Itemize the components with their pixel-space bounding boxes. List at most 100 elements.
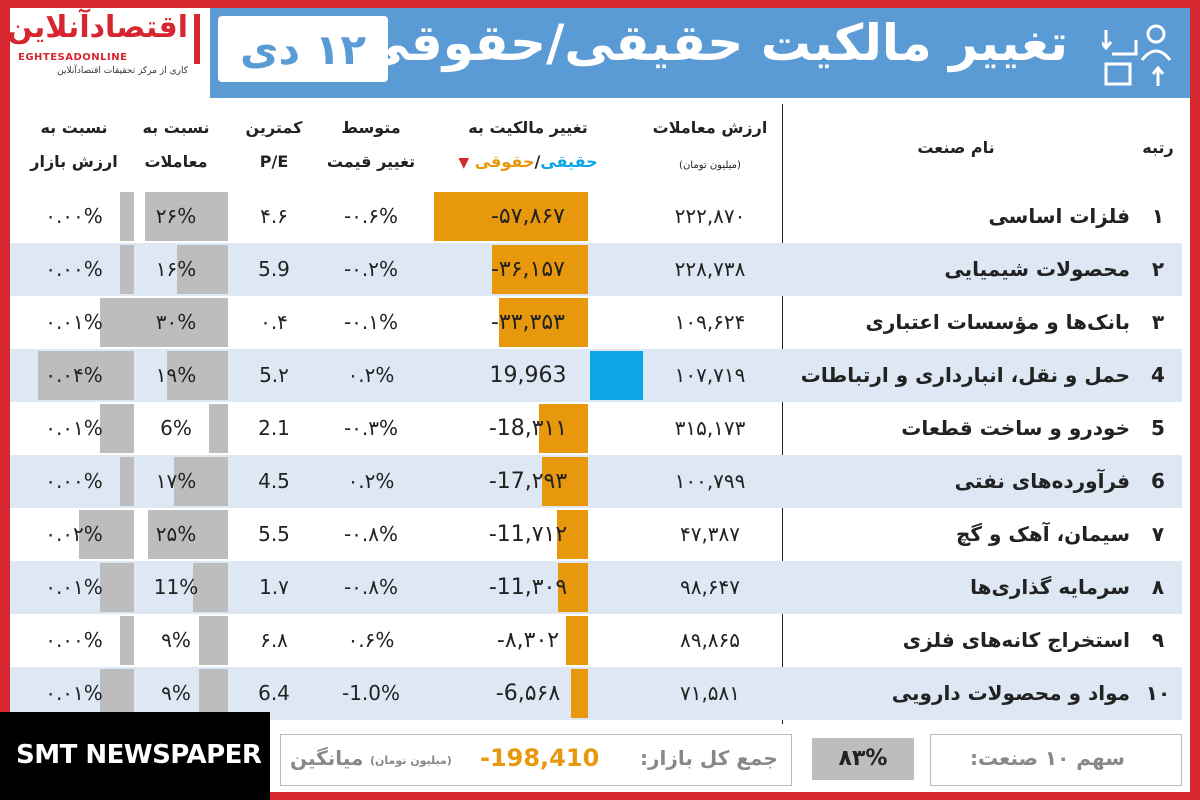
row-rank: ۹ <box>1151 628 1165 652</box>
industry-name: مواد و محصولات دارویی <box>891 681 1130 705</box>
market-ratio-bar <box>99 404 134 453</box>
market-ratio-bar <box>120 457 134 506</box>
min-pe: 5.9 <box>258 257 290 281</box>
ownership-change-bar <box>434 192 588 241</box>
market-ratio: ۰.۰۲% <box>45 522 103 546</box>
ownership-change: -17,۲۹۳ <box>488 469 568 494</box>
market-ratio: ۰.۰۰% <box>45 469 103 493</box>
trade-value: ۲۲۸,۷۳۸ <box>674 257 746 281</box>
col-change: تغییر مالکیت به حقیقی/حقوقی ▼ <box>458 118 598 171</box>
ownership-change-bar <box>565 616 588 665</box>
min-pe: 6.4 <box>258 681 290 705</box>
trade-value: ۲۲۲,۸۷۰ <box>674 204 746 228</box>
market-ratio-bar <box>99 563 134 612</box>
total-label: جمع کل بازار: <box>640 746 778 770</box>
price-change: -۰.۱% <box>343 310 399 334</box>
industry-name: فرآورده‌های نفتی <box>954 469 1130 493</box>
industry-name: سرمایه گذاری‌ها <box>970 575 1130 599</box>
ownership-change-bar <box>491 245 588 294</box>
trade-ratio: ۲۵% <box>155 522 197 546</box>
price-change: -۰.۲% <box>343 257 399 281</box>
trade-ratio: ۱۹% <box>155 363 197 387</box>
ownership-change-bar <box>539 404 588 453</box>
ownership-change: -6,۵۶۸ <box>495 681 561 706</box>
logo-fa: اقتصادآنلاین <box>7 10 188 45</box>
trade-value: ۱۰۹,۶۲۴ <box>674 310 746 334</box>
trade-ratio-bar <box>192 563 228 612</box>
row-rank: ۸ <box>1151 575 1165 599</box>
min-pe: 5.5 <box>258 522 290 546</box>
trade-value: ۹۸,۶۴۷ <box>679 575 741 599</box>
market-ratio: ۰.۰۱% <box>45 310 103 334</box>
trade-ratio-bar <box>199 669 228 718</box>
table-row: ۳ بانک‌ها و مؤسسات اعتباری ۱۰۹,۶۲۴ -۳۳,۳۵۳ -… <box>10 296 1182 349</box>
trade-ratio: ۱۷% <box>155 469 197 493</box>
ownership-change-bar <box>570 669 588 718</box>
ownership-change: -۵۷,۸۶۷ <box>490 204 565 229</box>
ownership-change-bar <box>557 563 588 612</box>
divider <box>782 104 783 724</box>
market-ratio: ۰.۰۱% <box>45 416 103 440</box>
min-pe: 5.۲ <box>259 363 289 387</box>
price-change: ۰.۲% <box>347 363 395 387</box>
share-box-frame <box>930 734 1182 786</box>
table-row: 5 خودرو و ساخت قطعات ۳۱۵,۱۷۳ -18,۳۱۱ -۰.۳% 2.… <box>10 402 1182 455</box>
trade-ratio-bar <box>148 510 228 559</box>
market-ratio-bar <box>99 298 134 347</box>
trade-ratio-bar <box>208 404 228 453</box>
row-rank: 6 <box>1151 469 1165 493</box>
trade-ratio-bar <box>167 351 228 400</box>
market-ratio: ۰.۰۱% <box>45 681 103 705</box>
ownership-change: -۳۳,۳۵۳ <box>490 310 565 335</box>
min-pe: 1.۷ <box>259 575 289 599</box>
industry-name: بانک‌ها و مؤسسات اعتباری <box>865 310 1130 334</box>
price-change: -۰.۶% <box>343 204 399 228</box>
ownership-transfer-icon <box>1102 24 1172 86</box>
row-rank: 5 <box>1151 416 1165 440</box>
col-market: نسبت به ارزش بازار <box>30 118 118 171</box>
ownership-change: -11,۳۰۹ <box>488 575 568 600</box>
market-ratio-bar <box>79 510 134 559</box>
market-ratio: ۰.۰۱% <box>45 575 103 599</box>
ownership-change: -18,۳۱۱ <box>488 416 568 441</box>
logo-sub: کاری از مرکز تحقیقات اقتصادآنلاین <box>57 66 188 76</box>
total-value: -198,410 <box>480 744 600 772</box>
row-rank: ۱ <box>1151 204 1165 228</box>
triangle-down-icon: ▼ <box>458 155 470 171</box>
row-rank: 4 <box>1151 363 1165 387</box>
industry-name: حمل و نقل، انبارداری و ارتباطات <box>800 363 1130 387</box>
table-row: 6 فرآورده‌های نفتی ۱۰۰,۷۹۹ -17,۲۹۳ ۰.۲% 4.5 ۱۷… <box>10 455 1182 508</box>
avg-label: میانگین <box>290 746 364 770</box>
min-pe: ۴.۶ <box>260 204 288 228</box>
trade-ratio-bar <box>199 616 228 665</box>
logo-mark-icon <box>194 14 200 64</box>
col-price: متوسط تغییر قیمت <box>326 118 416 171</box>
market-ratio: ۰.۰۰% <box>45 204 103 228</box>
date-badge: ۱۲ دی <box>218 16 388 82</box>
market-ratio-bar <box>120 192 134 241</box>
trade-value: ۴۷,۳۸۷ <box>679 522 741 546</box>
industry-table: رتبه نام صنعت ارزش معاملات (میلیون تومان… <box>10 104 1182 724</box>
min-pe: 4.5 <box>258 469 290 493</box>
trade-ratio: ۳۰% <box>155 310 197 334</box>
trade-ratio-bar <box>132 298 228 347</box>
market-ratio: ۰.۰۰% <box>45 257 103 281</box>
trade-ratio: 6% <box>160 416 192 440</box>
min-pe: ۰.۴ <box>260 310 288 334</box>
row-rank: ۱۰ <box>1145 681 1171 705</box>
ownership-change-bar <box>499 298 588 347</box>
row-rank: ۲ <box>1151 257 1165 281</box>
row-rank: ۳ <box>1151 310 1165 334</box>
trade-ratio-bar <box>176 245 228 294</box>
table-row: ۹ استخراج کانه‌های فلزی ۸۹,۸۶۵ -۸,۳۰۲ ۰.۶% ۶.… <box>10 614 1182 667</box>
ownership-change-bar <box>541 457 588 506</box>
min-pe: 2.1 <box>258 416 290 440</box>
trade-value: ۸۹,۸۶۵ <box>679 628 741 652</box>
market-ratio: ۰.۰۴% <box>45 363 103 387</box>
market-ratio-bar <box>38 351 134 400</box>
price-change: -1.0% <box>341 681 401 705</box>
industry-name: استخراج کانه‌های فلزی <box>902 628 1130 652</box>
col-pe: کمترین P/E <box>245 118 303 171</box>
price-change: ۰.۶% <box>347 628 395 652</box>
price-change: ۰.۲% <box>347 469 395 493</box>
